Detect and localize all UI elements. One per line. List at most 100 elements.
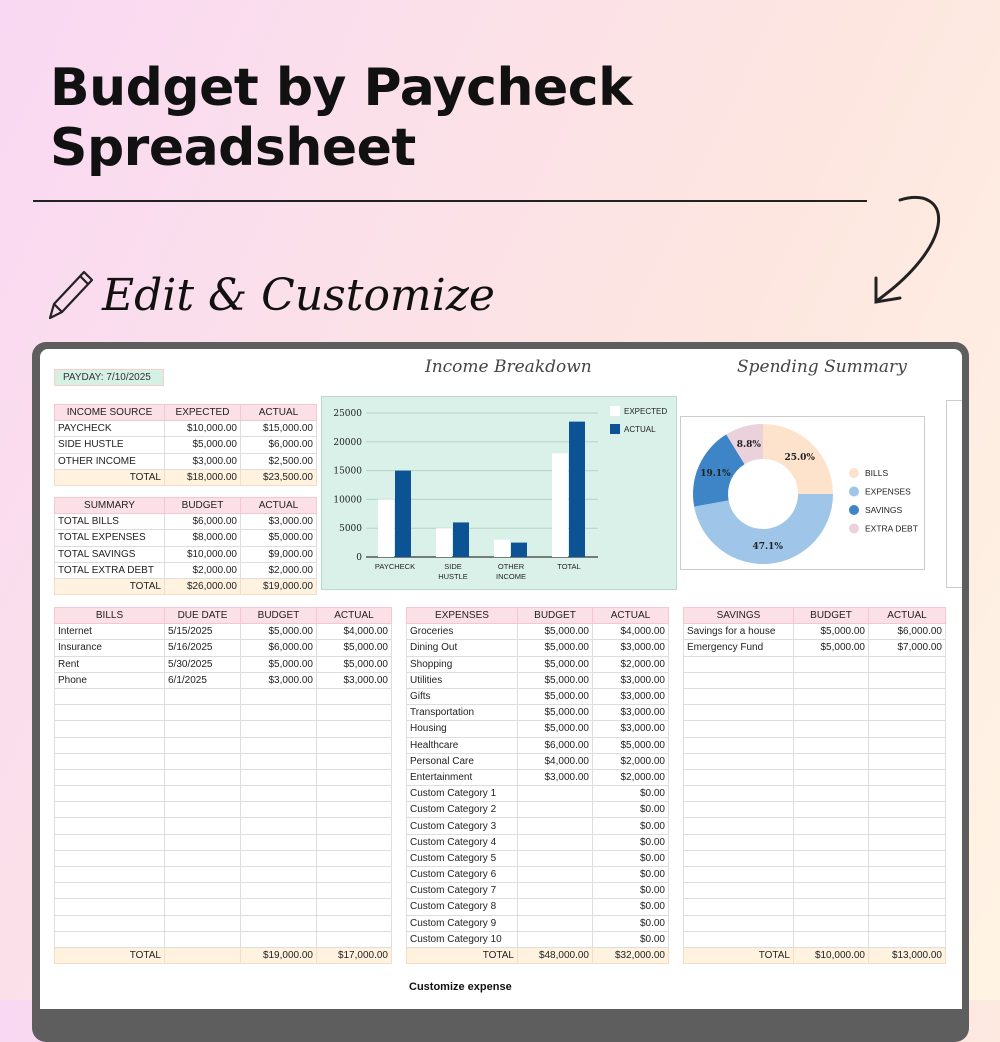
cell[interactable] — [683, 865, 794, 884]
cell[interactable]: $4,000.00 — [316, 623, 392, 641]
cell[interactable] — [683, 914, 794, 932]
cell[interactable]: $6,000.00 — [240, 436, 317, 454]
cell[interactable]: $3,000.00 — [592, 704, 669, 722]
cell[interactable]: $2,000.00 — [592, 768, 669, 787]
cell[interactable]: $0.00 — [592, 930, 669, 948]
cell[interactable] — [793, 671, 869, 689]
cell[interactable] — [164, 801, 241, 819]
cell[interactable] — [868, 817, 946, 835]
cell[interactable]: Entertainment — [406, 768, 518, 787]
cell[interactable] — [164, 865, 241, 884]
cell[interactable] — [517, 785, 593, 803]
cell[interactable]: $3,000.00 — [240, 513, 317, 531]
cell[interactable]: $3,000.00 — [240, 671, 317, 689]
cell[interactable] — [316, 865, 392, 884]
cell[interactable] — [240, 687, 317, 706]
cell[interactable] — [240, 865, 317, 884]
cell[interactable]: Transportation — [406, 704, 518, 722]
cell[interactable]: $2,000.00 — [240, 561, 317, 579]
cell[interactable] — [240, 736, 317, 754]
cell[interactable] — [54, 817, 165, 835]
cell[interactable]: Custom Category 5 — [406, 849, 518, 868]
cell[interactable] — [793, 720, 869, 738]
cell[interactable] — [517, 914, 593, 932]
cell[interactable]: $0.00 — [592, 833, 669, 851]
cell[interactable]: Utilities — [406, 671, 518, 689]
cell[interactable]: $3,000.00 — [592, 720, 669, 738]
cell[interactable] — [868, 882, 946, 900]
cell[interactable] — [54, 752, 165, 770]
cell[interactable] — [683, 655, 794, 673]
cell[interactable] — [240, 704, 317, 722]
cell[interactable] — [793, 849, 869, 868]
cell[interactable] — [316, 898, 392, 916]
cell[interactable] — [868, 704, 946, 722]
cell[interactable] — [683, 736, 794, 754]
cell[interactable]: Custom Category 2 — [406, 801, 518, 819]
cell[interactable]: $2,000.00 — [592, 655, 669, 673]
cell[interactable] — [54, 882, 165, 900]
cell[interactable] — [164, 687, 241, 706]
cell[interactable]: $2,000.00 — [164, 561, 241, 579]
cell[interactable]: $4,000.00 — [592, 623, 669, 641]
cell[interactable] — [868, 752, 946, 770]
cell[interactable]: $3,000.00 — [164, 452, 241, 470]
cell[interactable] — [868, 671, 946, 689]
cell[interactable] — [793, 898, 869, 916]
cell[interactable] — [240, 720, 317, 738]
cell[interactable]: $5,000.00 — [316, 639, 392, 657]
cell[interactable] — [240, 785, 317, 803]
cell[interactable]: $5,000.00 — [517, 687, 593, 706]
cell[interactable]: Personal Care — [406, 752, 518, 770]
cell[interactable] — [868, 720, 946, 738]
cell[interactable] — [54, 865, 165, 884]
cell[interactable]: Custom Category 9 — [406, 914, 518, 932]
cell[interactable]: $3,000.00 — [592, 671, 669, 689]
cell[interactable] — [316, 801, 392, 819]
cell[interactable] — [683, 898, 794, 916]
cell[interactable] — [164, 768, 241, 787]
cell[interactable] — [54, 898, 165, 916]
cell[interactable]: $5,000.00 — [316, 655, 392, 673]
cell[interactable] — [54, 736, 165, 754]
cell[interactable]: $0.00 — [592, 914, 669, 932]
cell[interactable] — [868, 687, 946, 706]
cell[interactable]: Custom Category 8 — [406, 898, 518, 916]
cell[interactable]: $9,000.00 — [240, 545, 317, 563]
cell[interactable]: $6,000.00 — [868, 623, 946, 641]
cell[interactable] — [517, 817, 593, 835]
cell[interactable] — [240, 898, 317, 916]
cell[interactable] — [683, 817, 794, 835]
cell[interactable]: $0.00 — [592, 898, 669, 916]
cell[interactable] — [164, 882, 241, 900]
cell[interactable] — [683, 768, 794, 787]
cell[interactable] — [683, 687, 794, 706]
cell[interactable]: TOTAL SAVINGS — [54, 545, 165, 563]
cell[interactable]: Custom Category 10 — [406, 930, 518, 948]
cell[interactable]: $5,000.00 — [240, 529, 317, 547]
cell[interactable] — [240, 849, 317, 868]
cell[interactable] — [868, 930, 946, 948]
cell[interactable]: $4,000.00 — [517, 752, 593, 770]
cell[interactable] — [240, 833, 317, 851]
cell[interactable]: $5,000.00 — [517, 704, 593, 722]
cell[interactable] — [164, 704, 241, 722]
cell[interactable] — [316, 687, 392, 706]
cell[interactable]: Housing — [406, 720, 518, 738]
cell[interactable] — [683, 720, 794, 738]
cell[interactable] — [793, 801, 869, 819]
cell[interactable]: Internet — [54, 623, 165, 641]
cell[interactable]: $10,000.00 — [164, 420, 241, 438]
cell[interactable]: $5,000.00 — [517, 623, 593, 641]
cell[interactable]: TOTAL BILLS — [54, 513, 165, 531]
cell[interactable]: Shopping — [406, 655, 518, 673]
cell[interactable]: Custom Category 4 — [406, 833, 518, 851]
cell[interactable]: $10,000.00 — [164, 545, 241, 563]
cell[interactable] — [54, 720, 165, 738]
cell[interactable] — [316, 736, 392, 754]
cell[interactable] — [868, 833, 946, 851]
cell[interactable] — [316, 882, 392, 900]
cell[interactable] — [240, 930, 317, 948]
cell[interactable] — [793, 882, 869, 900]
cell[interactable] — [793, 930, 869, 948]
